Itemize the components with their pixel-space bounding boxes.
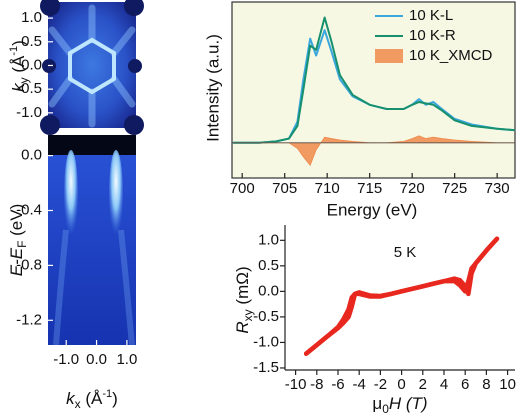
label-part: (eV): [7, 204, 26, 241]
x-tick-label: -6: [331, 376, 344, 393]
y-tick-label: 0.0: [21, 147, 42, 164]
legend-swatch: [375, 49, 403, 63]
y-tick-label: -1.0: [253, 333, 279, 350]
label-part: E-E: [7, 247, 26, 276]
y-tick-label: 0.0: [258, 282, 279, 299]
annotation: 5 K: [394, 244, 417, 261]
x-tick-label: 10: [499, 376, 516, 393]
y-axis-label: ky (Å-1): [8, 40, 31, 92]
x-tick-label: 0: [397, 376, 405, 393]
x-tick-label: -2: [374, 376, 387, 393]
y-axis-label: E-EF (eV): [7, 204, 29, 277]
x-tick-label: -10: [285, 376, 307, 393]
y-tick-label: -1.5: [253, 359, 279, 376]
y-tick-label: -0.8: [16, 256, 42, 273]
y-tick-label: -1.0: [16, 104, 42, 121]
label-part: k: [66, 389, 76, 408]
y-axis-label: Rxy (mΩ): [233, 266, 255, 333]
x-tick-label: 6: [461, 376, 469, 393]
label-part: -1: [102, 388, 112, 400]
label-part: μ: [372, 394, 382, 413]
x-tick-label: -1.0: [53, 351, 79, 368]
y-tick-label: 0.5: [258, 257, 279, 274]
y-tick-label: -0.4: [16, 201, 42, 218]
legend-label: 10 K-R: [409, 27, 456, 44]
x-tick-label: 705: [272, 180, 297, 197]
x-tick-label: 700: [230, 180, 255, 197]
x-axis-label: kx (Å-1): [66, 388, 118, 411]
series-line: [303, 236, 500, 356]
y-tick-label: 0.5: [21, 33, 42, 50]
x-tick-label: 0.0: [86, 351, 107, 368]
label-part: (mΩ): [233, 266, 252, 309]
x-tick-label: 725: [442, 180, 467, 197]
x-tick-label: 710: [315, 180, 340, 197]
label-part: ): [9, 40, 28, 46]
legend-label: 10 K-L: [409, 7, 453, 24]
legend-label: 10 K_XMCD: [409, 47, 493, 64]
label-part: xy: [241, 309, 255, 321]
x-tick-label: 2: [419, 376, 427, 393]
plot-background: [231, 1, 516, 179]
label-part: -1: [8, 46, 20, 56]
x-tick-label: 720: [400, 180, 425, 197]
label-part: H (T): [389, 394, 428, 413]
label-part: R: [233, 321, 252, 333]
y-tick-label: -0.5: [253, 308, 279, 325]
series-line: [232, 16, 516, 144]
x-tick-label: 1.0: [116, 351, 137, 368]
label-part: ): [112, 389, 118, 408]
y-tick-label: 0.0: [21, 56, 42, 73]
label-part: (Å: [81, 389, 103, 408]
band-dispersion-image: [48, 135, 136, 346]
x-tick-label: 8: [482, 376, 490, 393]
label-part: 0: [382, 402, 389, 416]
x-tick-label: -4: [353, 376, 366, 393]
x-tick-label: -8: [310, 376, 323, 393]
y-tick-label: -0.5: [16, 80, 42, 97]
y-tick-label: -1.2: [16, 311, 42, 328]
x-axis-label: Energy (eV): [327, 200, 418, 219]
x-tick-label: 715: [357, 180, 382, 197]
x-axis-label: μ0H (T): [372, 394, 427, 416]
y-tick-label: 1.0: [21, 9, 42, 26]
x-tick-label: 4: [440, 376, 448, 393]
label-part: F: [15, 241, 29, 248]
label-part: (Å: [9, 55, 28, 77]
y-tick-label: 1.0: [258, 231, 279, 248]
y-axis-label: Intensity (a.u.): [203, 34, 222, 142]
x-tick-label: 730: [485, 180, 510, 197]
label-part: y: [17, 77, 31, 83]
fermi-surface-image: [40, 0, 144, 135]
label-part: x: [75, 397, 81, 411]
label-part: k: [9, 82, 28, 92]
